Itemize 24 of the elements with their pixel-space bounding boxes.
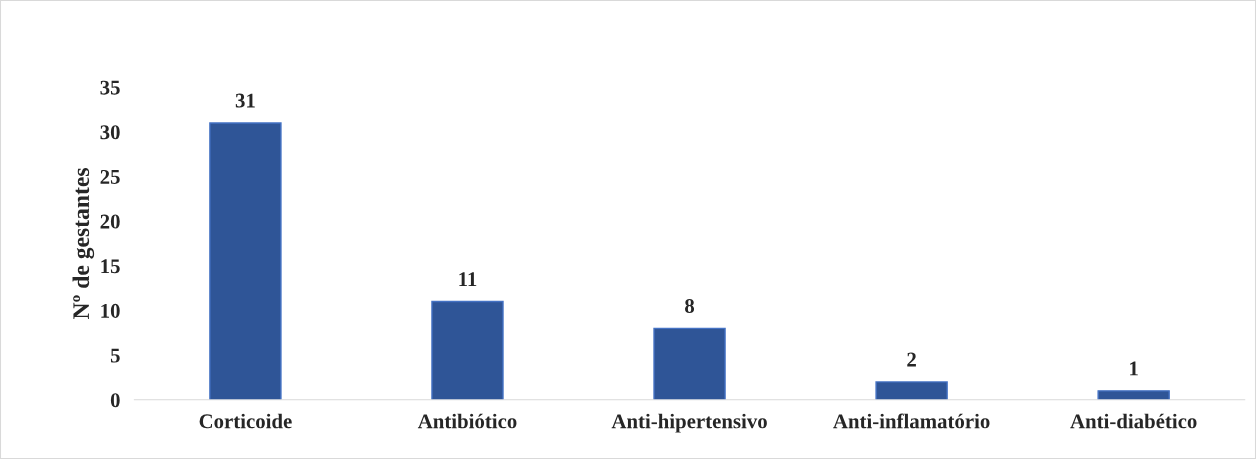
y-tick-label: 25 — [100, 169, 120, 184]
data-label: 8 — [685, 298, 695, 313]
data-label: 31 — [235, 93, 255, 108]
data-label: 11 — [459, 272, 477, 286]
bar — [875, 381, 948, 400]
y-tick-label: 30 — [100, 125, 120, 140]
data-label: 2 — [907, 352, 916, 367]
y-axis-title: Nº de gestantes — [72, 168, 95, 320]
y-tick-label: 35 — [100, 80, 120, 95]
x-tick-label: Anti-inflamatório — [833, 413, 990, 429]
bar — [1097, 390, 1170, 400]
y-tick-label: 15 — [101, 259, 120, 274]
bar — [209, 122, 282, 400]
data-label: 1 — [1130, 361, 1138, 376]
x-tick-label: Corticoide — [199, 413, 292, 429]
bar — [653, 327, 726, 400]
x-tick-label: Antibiótico — [417, 413, 517, 429]
y-tick-label: 10 — [101, 303, 120, 318]
y-tick-label: 0 — [110, 393, 120, 408]
x-tick-label: Anti-hipertensivo — [611, 413, 767, 433]
y-tick-label: 20 — [100, 214, 120, 229]
bar — [431, 300, 504, 400]
y-tick-label: 5 — [110, 348, 120, 363]
x-tick-label: Anti-diabético — [1070, 413, 1197, 429]
